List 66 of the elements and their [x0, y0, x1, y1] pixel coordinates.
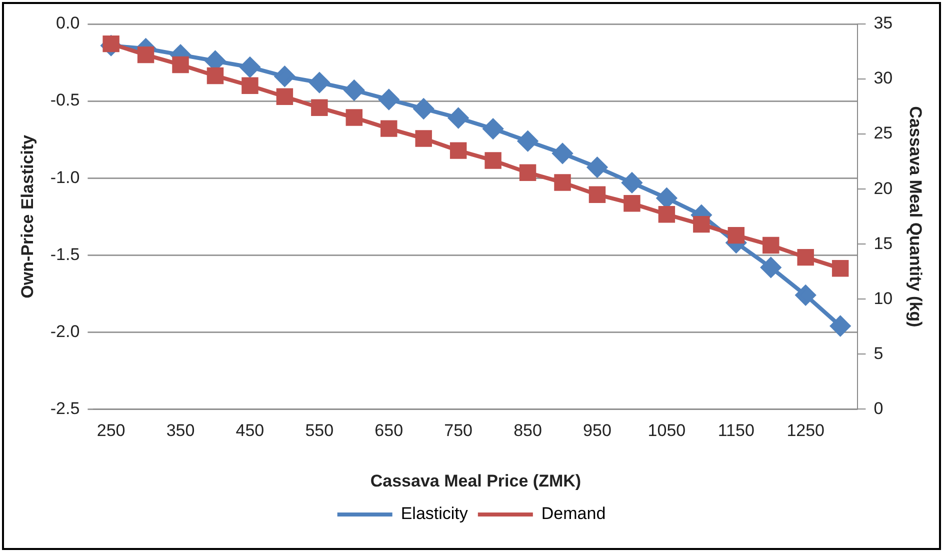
point — [832, 260, 849, 277]
x-tick-label: 350 — [166, 421, 195, 440]
y2-tick-label: 30 — [874, 68, 893, 88]
x-tick-label: 950 — [583, 421, 612, 440]
y2-tick-label: 20 — [874, 178, 893, 198]
point — [587, 157, 608, 178]
point — [797, 248, 814, 266]
y-tick-label: -0.5 — [50, 90, 80, 110]
point — [242, 77, 258, 94]
point — [693, 216, 710, 233]
point — [346, 109, 363, 126]
y2-tick-label: 5 — [874, 344, 884, 363]
point — [624, 195, 640, 212]
y-tick-label: -2.5 — [50, 398, 80, 418]
y2-tick-label: 10 — [874, 288, 893, 308]
point — [380, 120, 398, 137]
x-tick-label: 1250 — [786, 421, 825, 440]
point — [415, 130, 432, 147]
y-tick-label: 0.0 — [56, 14, 80, 33]
point — [484, 152, 502, 169]
point — [658, 206, 676, 223]
y-tick-label: -2.0 — [50, 322, 80, 341]
point — [552, 143, 573, 164]
y2-tick-label: 0 — [874, 398, 884, 418]
x-axis-title: Cassava Meal Price (ZMK) — [370, 471, 582, 490]
legend-label: Demand — [541, 504, 606, 524]
point — [762, 236, 780, 254]
x-tick-label: 850 — [514, 421, 542, 440]
point — [378, 90, 399, 110]
point — [796, 285, 816, 306]
point — [518, 131, 538, 152]
y2-tick-label: 15 — [874, 234, 893, 253]
point — [760, 257, 781, 278]
point — [344, 80, 364, 100]
x-tick-label: 750 — [444, 421, 473, 440]
point — [448, 108, 468, 128]
y2-axis-title: Cassava Meal Quantity (kg) — [906, 106, 926, 328]
point — [137, 46, 154, 64]
x-tick-label: 450 — [236, 421, 264, 440]
y2-tick-label: 25 — [874, 124, 893, 143]
point — [483, 118, 504, 139]
point — [588, 186, 606, 203]
y-tick-label: -1.0 — [50, 168, 80, 187]
point — [240, 57, 260, 78]
x-tick-label: 1050 — [648, 421, 686, 440]
point — [450, 142, 467, 159]
point — [311, 99, 328, 116]
point — [276, 88, 294, 105]
point — [309, 72, 330, 93]
point — [554, 174, 571, 191]
point — [172, 56, 189, 74]
x-tick-label: 250 — [96, 421, 126, 440]
legend-label: Elasticity — [400, 504, 468, 524]
y-axis-title: Own-Price Elasticity — [18, 134, 37, 298]
x-tick-label: 550 — [305, 421, 334, 440]
y-tick-label: -1.5 — [50, 244, 80, 264]
point — [519, 164, 536, 181]
point — [206, 67, 224, 84]
point — [728, 226, 745, 244]
point — [274, 66, 295, 86]
point — [830, 316, 850, 336]
point — [414, 98, 434, 119]
x-tick-label: 1150 — [718, 421, 754, 440]
x-tick-label: 650 — [374, 421, 404, 440]
y2-tick-label: 35 — [874, 14, 893, 33]
point — [622, 172, 642, 193]
